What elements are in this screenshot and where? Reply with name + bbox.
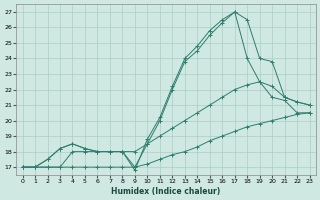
X-axis label: Humidex (Indice chaleur): Humidex (Indice chaleur) [111, 187, 221, 196]
